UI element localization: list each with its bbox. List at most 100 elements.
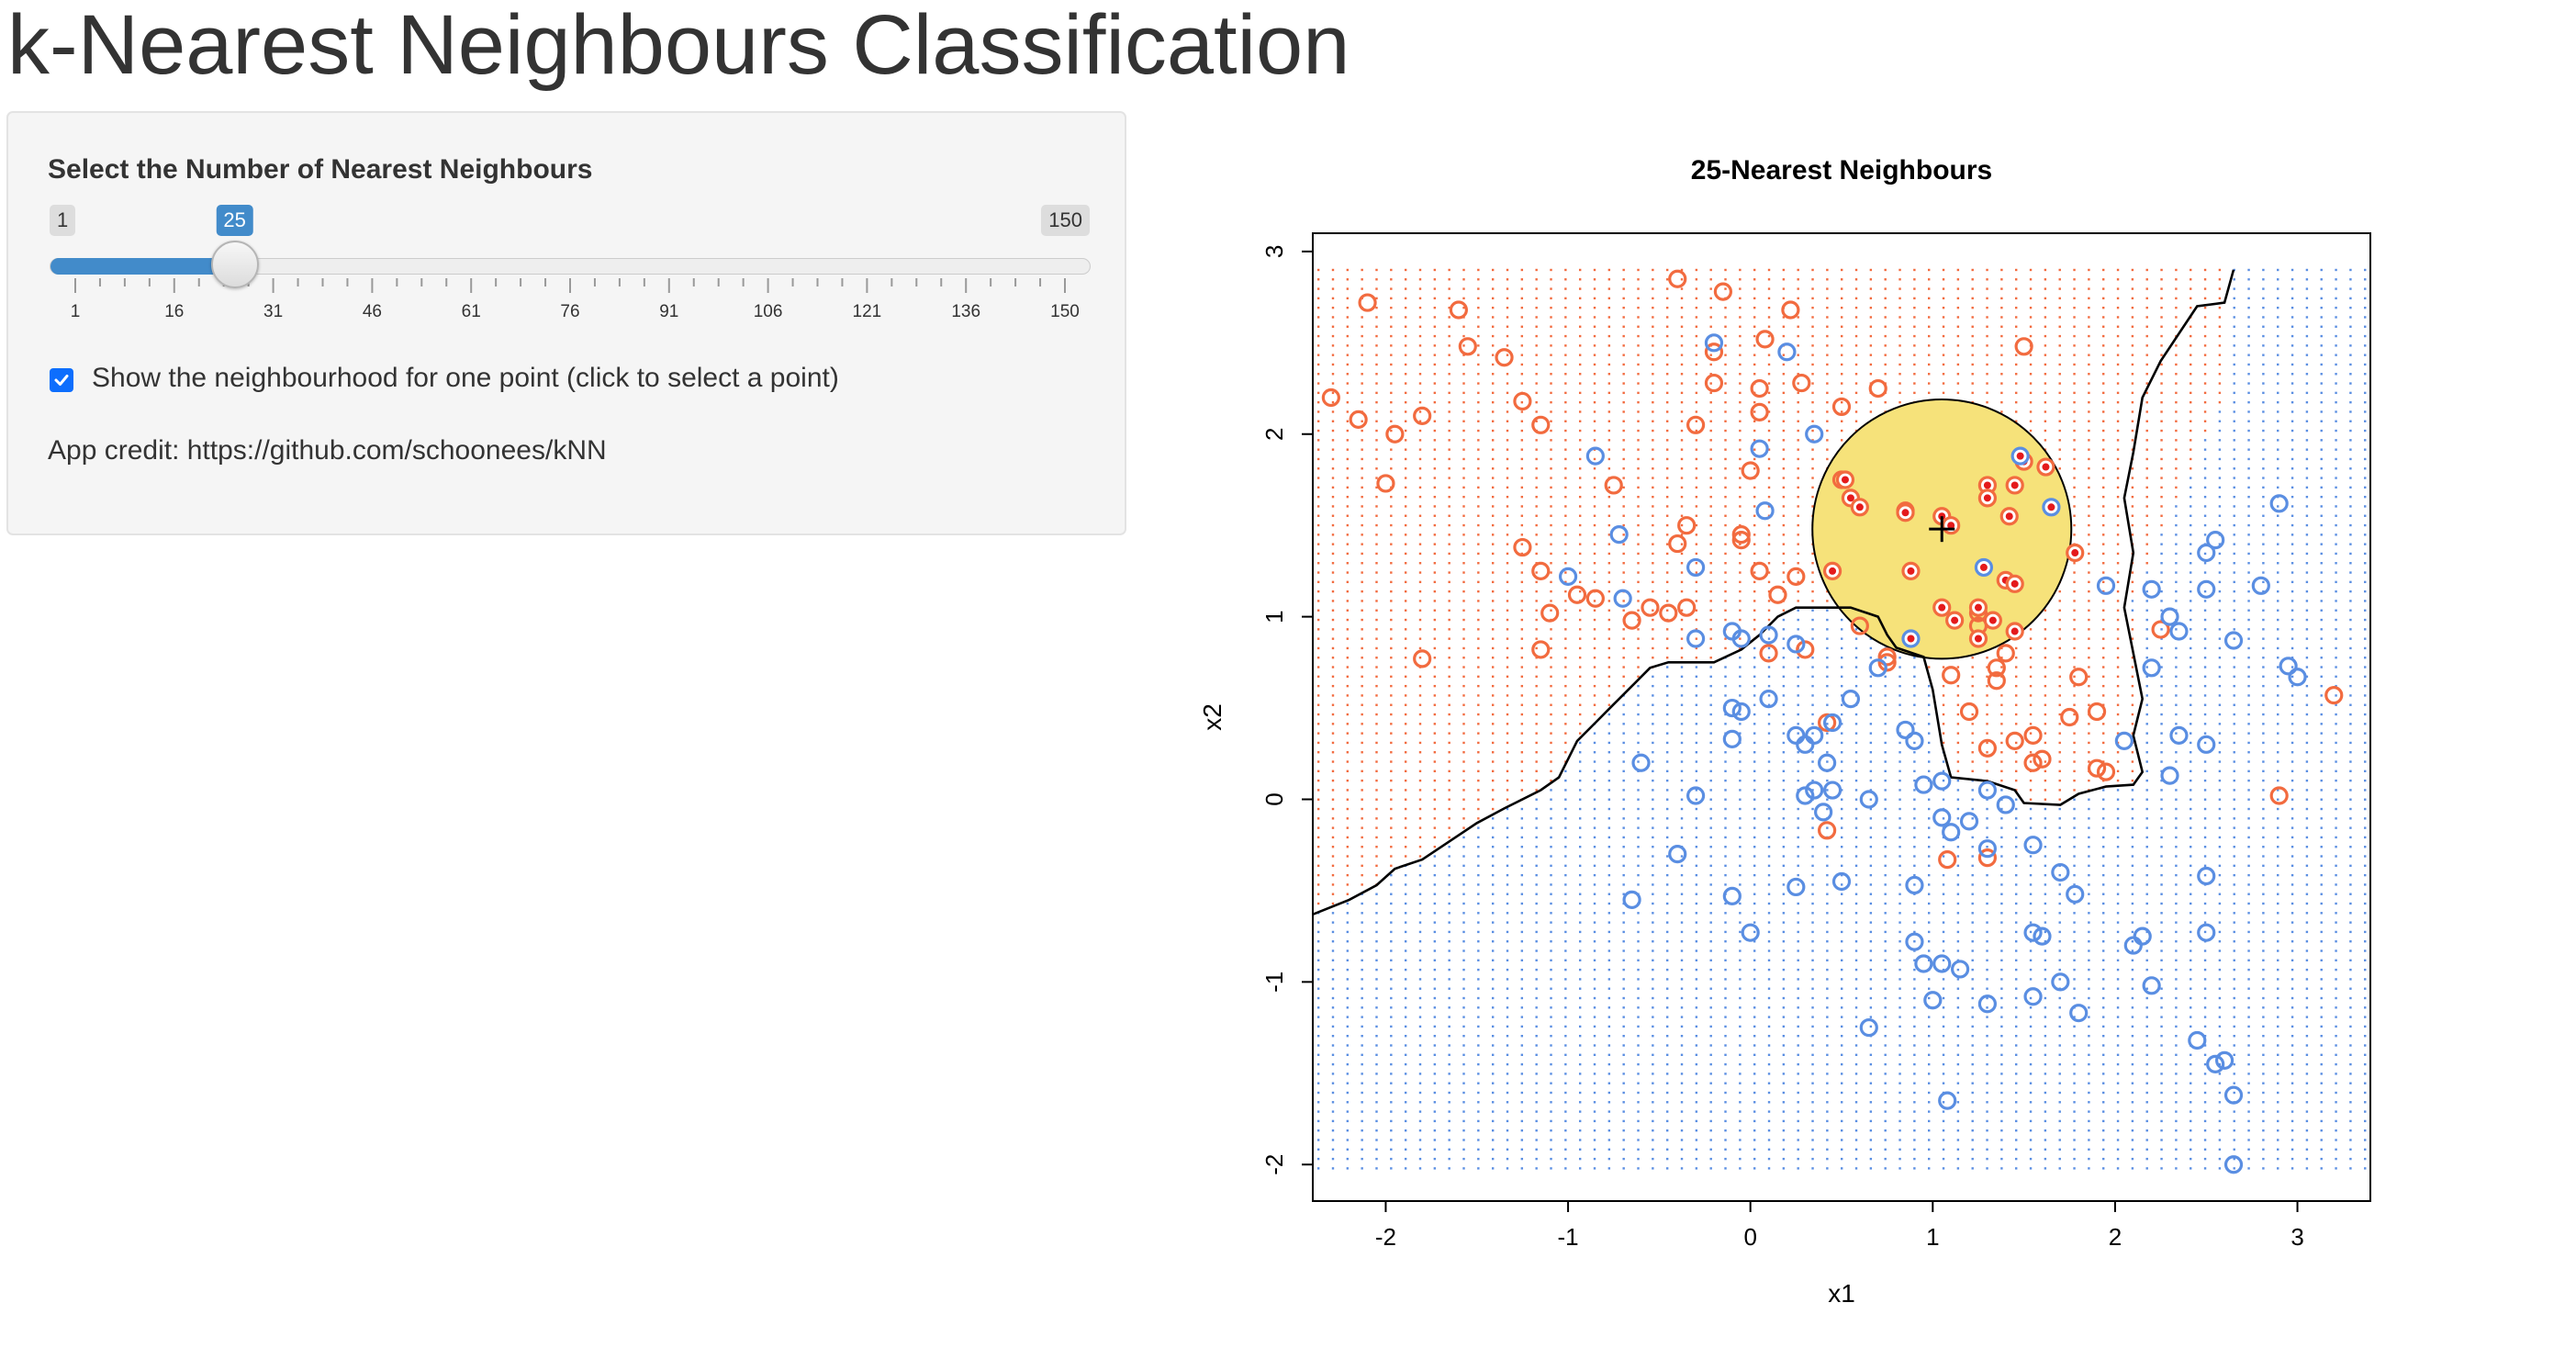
class-region-dot	[1695, 1091, 1698, 1095]
class-region-dot	[1753, 495, 1756, 499]
class-region-dot	[1578, 1082, 1582, 1084]
class-region-dot	[1826, 1006, 1829, 1009]
class-region-dot	[1491, 410, 1495, 413]
slider-handle[interactable]	[210, 241, 259, 288]
class-region-dot	[1884, 400, 1887, 404]
class-region-dot	[1390, 297, 1393, 300]
class-region-dot	[1506, 807, 1509, 811]
class-region-dot	[1564, 657, 1567, 659]
class-region-dot	[1767, 467, 1771, 470]
class-region-dot	[1898, 382, 1901, 385]
class-region-dot	[1724, 486, 1727, 489]
class-region-dot	[1375, 533, 1378, 536]
class-region-dot	[1622, 410, 1625, 413]
class-region-dot	[1971, 1044, 1974, 1047]
class-region-dot	[1826, 760, 1829, 763]
class-region-dot	[1520, 306, 1524, 309]
class-region-dot	[1797, 420, 1799, 422]
class-region-dot	[1913, 391, 1916, 395]
class-region-dot	[1462, 600, 1465, 602]
class-region-dot	[1622, 495, 1625, 499]
class-region-dot	[1826, 287, 1829, 290]
class-region-dot	[1797, 1016, 1799, 1018]
class-region-dot	[1709, 467, 1712, 470]
class-region-dot	[1841, 864, 1843, 868]
class-region-dot	[1462, 523, 1465, 527]
class-region-dot	[1884, 921, 1887, 924]
class-region-dot	[1956, 732, 1960, 735]
class-region-dot	[1928, 1016, 1931, 1018]
class-region-dot	[1433, 912, 1437, 915]
class-region-dot	[1841, 893, 1843, 895]
class-region-dot	[1913, 855, 1916, 858]
class-region-dot	[1607, 751, 1611, 754]
class-region-dot	[1826, 921, 1829, 924]
class-region-dot	[2015, 996, 2018, 1000]
class-region-dot	[1695, 391, 1698, 395]
class-region-dot	[1433, 637, 1437, 640]
class-region-dot	[1404, 400, 1407, 404]
class-region-dot	[1680, 354, 1684, 356]
class-region-dot	[1593, 287, 1596, 290]
class-region-dot	[1491, 798, 1495, 801]
class-region-dot	[1652, 826, 1654, 829]
slider-track[interactable]	[50, 258, 1091, 275]
class-region-dot	[1390, 571, 1393, 574]
class-region-dot	[1767, 657, 1771, 659]
class-region-dot	[1841, 420, 1843, 422]
class-region-dot	[1564, 826, 1567, 829]
class-region-dot	[2015, 836, 2018, 839]
class-region-dot	[1404, 912, 1407, 915]
class-region-dot	[1724, 429, 1727, 432]
class-region-dot	[1942, 741, 1945, 745]
class-region-dot	[1884, 779, 1887, 782]
class-region-dot	[1767, 940, 1771, 943]
class-region-dot	[1491, 1044, 1495, 1047]
class-region-dot	[1797, 666, 1799, 668]
class-region-dot	[1593, 996, 1596, 1000]
class-region-dot	[1404, 657, 1407, 659]
class-region-dot	[1361, 1025, 1363, 1028]
class-region-dot	[1811, 987, 1814, 990]
class-region-dot	[2029, 1129, 2033, 1132]
class-region-dot	[1316, 694, 1320, 697]
class-region-dot	[1622, 268, 1625, 272]
class-region-dot	[1767, 798, 1771, 801]
class-region-dot	[1956, 354, 1960, 356]
class-region-dot	[1520, 1044, 1524, 1047]
class-region-dot	[1578, 1101, 1582, 1104]
class-region-dot	[2000, 921, 2003, 924]
class-region-dot	[1564, 684, 1567, 688]
class-region-dot	[1724, 391, 1727, 395]
class-region-dot	[1956, 978, 1960, 981]
class-region-dot	[1695, 1044, 1698, 1047]
neighbourhood-checkbox[interactable]	[50, 368, 73, 392]
class-region-dot	[1375, 1129, 1378, 1132]
class-region-dot	[1695, 732, 1698, 735]
class-region-dot	[1491, 732, 1495, 735]
class-region-dot	[1782, 637, 1786, 640]
class-region-dot	[1724, 978, 1727, 981]
class-region-dot	[1665, 571, 1669, 574]
class-region-dot	[1665, 912, 1669, 915]
class-region-dot	[1913, 1119, 1916, 1123]
class-region-dot	[1724, 1119, 1727, 1123]
class-region-dot	[1390, 410, 1393, 413]
neighbourhood-checkbox-row[interactable]: Show the neighbourhood for one point (cl…	[50, 363, 839, 394]
knn-plot[interactable]: 25-Nearest Neighbours-2 -1 0 1 2 3-2-10123x1x…	[1184, 138, 2433, 1359]
class-region-dot	[1448, 287, 1450, 290]
class-region-dot	[1491, 325, 1495, 328]
class-region-dot	[1652, 609, 1654, 612]
slider-tick-label: 76	[560, 302, 579, 321]
class-region-dot	[1854, 1073, 1858, 1075]
class-region-dot	[2044, 646, 2047, 650]
class-region-dot	[1739, 268, 1742, 272]
class-region-dot	[1797, 769, 1799, 773]
class-region-dot	[2044, 637, 2047, 640]
class-region-dot	[1782, 846, 1786, 848]
class-region-dot	[1550, 523, 1552, 527]
class-region-dot	[1753, 873, 1756, 877]
class-region-dot	[1739, 457, 1742, 461]
class-region-dot	[1637, 741, 1640, 745]
class-region-dot	[1928, 817, 1931, 820]
